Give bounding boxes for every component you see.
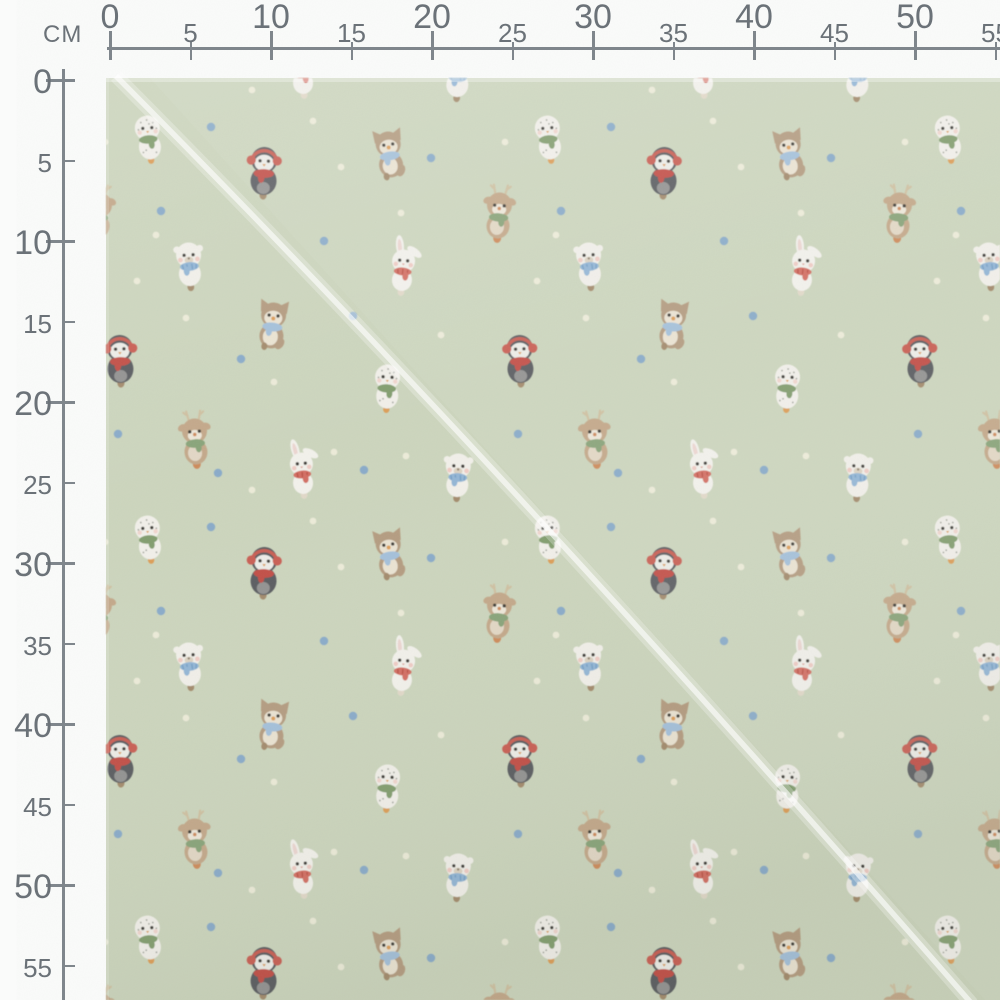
ruler-tick-left-35 [62, 642, 75, 645]
ruler-tick-top-10 [269, 31, 273, 60]
ruler-tick-left-20 [46, 400, 75, 404]
ruler-number-left-0: 0 [33, 63, 52, 101]
ruler-tick-left-15 [62, 320, 75, 323]
ruler-tick-left-45 [62, 803, 75, 806]
ruler-number-top-10: 10 [252, 0, 290, 36]
ruler-number-top-25: 25 [498, 18, 527, 48]
ruler-number-left-20: 20 [14, 385, 52, 423]
ruler-number-left-30: 30 [14, 546, 52, 584]
ruler-number-top-5: 5 [183, 18, 198, 48]
ruler-number-top-15: 15 [337, 18, 366, 48]
fabric-fold-line [114, 74, 973, 1000]
ruler-number-top-50: 50 [896, 0, 934, 36]
ruler-tick-top-5 [189, 42, 192, 60]
ruler-tick-left-0 [46, 78, 75, 82]
ruler-number-left-50: 50 [14, 868, 52, 906]
ruler-tick-top-30 [591, 31, 595, 60]
fabric-top-edge-highlight [106, 78, 1000, 82]
ruler-number-top-35: 35 [659, 18, 688, 48]
fabric-left-edge-highlight [106, 78, 109, 1000]
ruler-left-line [62, 69, 65, 1000]
ruler-number-top-30: 30 [574, 0, 612, 36]
ruler-number-left-25: 25 [23, 469, 52, 500]
ruler-number-top-40: 40 [735, 0, 773, 36]
ruler-tick-top-55 [994, 42, 997, 60]
ruler-number-left-55: 55 [23, 952, 52, 983]
ruler-number-top-55: 55 [981, 18, 1000, 48]
ruler-number-left-40: 40 [14, 707, 52, 745]
ruler-number-top-20: 20 [413, 0, 451, 36]
ruler-tick-left-5 [62, 159, 75, 162]
ruler-tick-left-25 [62, 481, 75, 484]
ruler-number-left-15: 15 [23, 308, 52, 339]
ruler-tick-top-45 [833, 42, 836, 60]
ruler-unit-label: CM [43, 21, 83, 48]
ruler-tick-left-40 [46, 722, 75, 726]
ruler-number-left-5: 5 [37, 147, 52, 178]
ruler-number-left-45: 45 [23, 791, 52, 822]
ruler-tick-top-0 [108, 31, 112, 60]
ruler-tick-left-55 [62, 964, 75, 967]
fabric-shading [106, 78, 1000, 1000]
ruler-tick-left-30 [46, 561, 75, 565]
ruler-tick-top-15 [350, 42, 353, 60]
ruler-tick-top-50 [913, 31, 917, 60]
ruler-tick-top-35 [672, 42, 675, 60]
ruler-number-top-45: 45 [820, 18, 849, 48]
ruler-tick-left-10 [46, 239, 75, 243]
ruler-tick-top-20 [430, 31, 434, 60]
ruler-number-left-10: 10 [14, 224, 52, 262]
ruler-tick-top-40 [752, 31, 756, 60]
ruler-number-left-35: 35 [23, 630, 52, 661]
ruler-tick-left-50 [46, 883, 75, 887]
ruler-tick-top-25 [511, 42, 514, 60]
ruler-top-line [107, 47, 1000, 50]
ruler-number-top-0: 0 [100, 0, 120, 36]
